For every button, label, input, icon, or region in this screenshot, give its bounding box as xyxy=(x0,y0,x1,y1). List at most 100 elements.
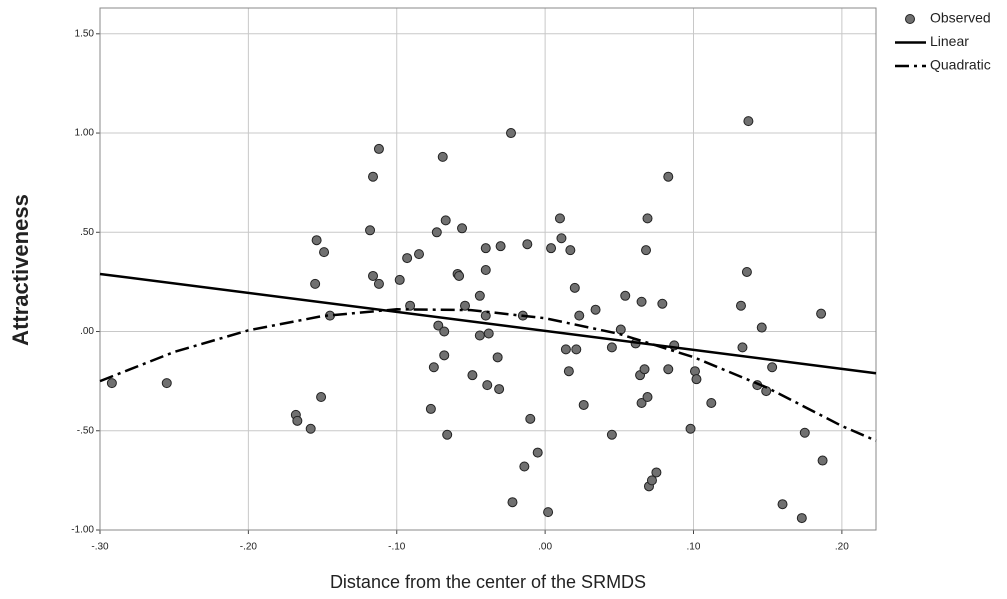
point xyxy=(556,233,567,244)
point xyxy=(305,423,316,434)
point xyxy=(663,171,674,182)
point xyxy=(651,467,662,478)
legend-label: Linear xyxy=(930,33,969,49)
point xyxy=(368,270,379,281)
point xyxy=(646,475,657,486)
point xyxy=(685,423,696,434)
point xyxy=(431,227,442,238)
y-axis-title: Attractiveness xyxy=(8,194,33,346)
x-tick-label: -.10 xyxy=(388,542,406,553)
point xyxy=(620,290,631,301)
point xyxy=(368,171,379,182)
point xyxy=(433,320,444,331)
point xyxy=(482,380,493,391)
plot-frame xyxy=(99,7,877,531)
point xyxy=(663,364,674,375)
point xyxy=(439,350,450,361)
point xyxy=(642,392,653,403)
point xyxy=(442,429,453,440)
x-tick-label: .00 xyxy=(538,542,552,553)
point xyxy=(706,397,717,408)
point xyxy=(737,342,748,353)
point xyxy=(756,322,767,333)
point xyxy=(474,330,485,341)
point xyxy=(428,362,439,373)
point xyxy=(641,245,652,256)
point xyxy=(522,239,533,250)
x-tick-label: .10 xyxy=(687,542,701,553)
point xyxy=(161,378,172,389)
point xyxy=(590,304,601,315)
point xyxy=(574,310,585,321)
point xyxy=(106,378,117,389)
y-tick-label: -.50 xyxy=(77,425,95,436)
point xyxy=(394,274,405,285)
point xyxy=(639,364,650,375)
y-tick-label: .50 xyxy=(80,227,94,238)
point xyxy=(440,215,451,226)
point xyxy=(741,266,752,277)
point xyxy=(615,324,626,335)
point xyxy=(636,397,647,408)
point xyxy=(816,308,827,319)
point xyxy=(689,366,700,377)
point xyxy=(495,241,506,252)
point xyxy=(311,235,322,246)
x-axis-title: Distance from the center of the SRMDS xyxy=(330,572,646,592)
point xyxy=(554,213,565,224)
point xyxy=(494,384,505,395)
point xyxy=(578,399,589,410)
point xyxy=(505,128,516,139)
y-tick-label: 1.00 xyxy=(75,128,95,139)
point xyxy=(532,447,543,458)
point xyxy=(735,300,746,311)
point xyxy=(796,513,807,524)
y-tick-label: -1.00 xyxy=(71,525,94,536)
y-tick-label: .00 xyxy=(80,326,94,337)
point xyxy=(405,300,416,311)
point xyxy=(543,507,554,518)
point xyxy=(310,278,321,289)
legend-marker xyxy=(905,14,915,24)
point xyxy=(467,370,478,381)
point xyxy=(483,328,494,339)
point xyxy=(460,300,471,311)
fit-line xyxy=(99,272,877,375)
point xyxy=(454,270,465,281)
point xyxy=(817,455,828,466)
point xyxy=(439,326,450,337)
fit-line xyxy=(99,308,877,442)
point xyxy=(691,374,702,385)
point xyxy=(457,223,468,234)
point xyxy=(571,344,582,355)
point xyxy=(565,245,576,256)
point xyxy=(474,290,485,301)
legend-label: Observed xyxy=(930,10,991,26)
point xyxy=(569,282,580,293)
point xyxy=(519,461,530,472)
point xyxy=(606,342,617,353)
point xyxy=(563,366,574,377)
point xyxy=(373,143,384,154)
point xyxy=(767,362,778,373)
point xyxy=(292,415,303,426)
legend-label: Quadratic xyxy=(930,57,991,73)
point xyxy=(425,403,436,414)
y-tick-label: 1.50 xyxy=(75,28,95,39)
point xyxy=(480,310,491,321)
point xyxy=(373,278,384,289)
point xyxy=(525,413,536,424)
x-tick-label: -.20 xyxy=(240,542,258,553)
point xyxy=(636,296,647,307)
point xyxy=(743,116,754,127)
point xyxy=(507,497,518,508)
point xyxy=(437,151,448,162)
point xyxy=(657,298,668,309)
point xyxy=(480,264,491,275)
point xyxy=(402,253,413,264)
point xyxy=(365,225,376,236)
point xyxy=(799,427,810,438)
point xyxy=(560,344,571,355)
point xyxy=(316,392,327,403)
